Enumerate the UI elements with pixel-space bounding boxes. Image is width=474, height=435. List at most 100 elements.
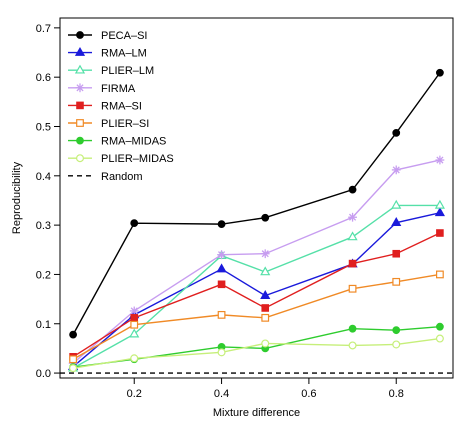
series-layer: [60, 68, 453, 374]
data-point: [76, 31, 84, 39]
series: [69, 270, 444, 364]
data-point: [436, 68, 444, 77]
x-tick-label: 0.4: [214, 388, 229, 400]
data-point: [76, 119, 84, 127]
data-point: [217, 348, 226, 357]
legend-label: PLIER–MIDAS: [101, 153, 174, 165]
data-point: [392, 277, 401, 286]
legend-entry: PECA–SI: [68, 30, 147, 42]
data-point: [130, 314, 139, 322]
data-point: [216, 263, 227, 273]
series: [69, 322, 444, 372]
legend-label: RMA–LM: [101, 48, 147, 60]
y-tick-label: 0.5: [36, 121, 51, 133]
data-point: [75, 83, 85, 93]
data-point: [391, 165, 401, 175]
data-point: [130, 320, 139, 329]
data-point: [261, 339, 270, 348]
data-point: [435, 334, 444, 343]
legend-entry: RMA–SI: [68, 100, 142, 112]
data-point: [260, 290, 271, 299]
legend-entry: PLIER–MIDAS: [68, 153, 174, 165]
data-point: [392, 326, 401, 335]
series-line: [72, 204, 440, 369]
data-point: [217, 220, 226, 229]
data-point: [69, 330, 77, 339]
y-tick-label: 0.7: [36, 23, 51, 35]
data-point: [217, 310, 226, 319]
data-point: [76, 136, 84, 145]
legend-label: PECA–SI: [101, 30, 147, 42]
data-point: [391, 199, 402, 209]
data-point: [75, 154, 84, 163]
data-point: [435, 155, 445, 165]
x-tick-label: 0.2: [127, 388, 142, 400]
data-point: [436, 322, 444, 331]
data-point: [261, 313, 270, 322]
y-tick-label: 0.1: [36, 319, 51, 331]
series: [69, 334, 444, 373]
data-point: [130, 219, 139, 228]
y-tick-label: 0.6: [36, 72, 51, 84]
series-line: [72, 159, 441, 364]
legend-entry: RMA–MIDAS: [68, 136, 166, 148]
legend-label: FIRMA: [101, 83, 136, 95]
series-line: [72, 212, 441, 368]
legend-entry: PLIER–SI: [68, 118, 149, 130]
data-point: [69, 364, 78, 373]
legend-label: RMA–MIDAS: [101, 136, 166, 148]
data-point: [348, 185, 357, 194]
legend-label: Random: [101, 171, 143, 183]
series-line: [72, 337, 440, 369]
legend-label: PLIER–LM: [101, 65, 154, 77]
data-point: [348, 212, 357, 222]
data-point: [348, 324, 357, 333]
data-point: [129, 306, 139, 316]
series: [69, 68, 444, 339]
data-point: [436, 270, 444, 279]
series: [69, 229, 444, 361]
data-point: [260, 249, 270, 259]
data-point: [348, 341, 357, 350]
data-point: [69, 355, 78, 364]
data-point: [392, 129, 401, 137]
y-tick-label: 0.4: [36, 171, 51, 183]
data-point: [76, 101, 84, 110]
data-point: [261, 213, 270, 222]
data-point: [261, 304, 270, 312]
data-point: [434, 199, 445, 209]
data-point: [74, 64, 86, 74]
y-tick-label: 0.3: [36, 220, 51, 232]
data-point: [391, 217, 402, 226]
data-point: [129, 328, 140, 338]
data-point: [347, 231, 358, 241]
legend-entry: RMA–LM: [68, 46, 147, 60]
y-axis-label: Reproducibility: [11, 161, 23, 234]
legend-entry: Random: [68, 171, 143, 183]
data-point: [130, 354, 139, 363]
data-point: [392, 249, 401, 258]
axes: 0.2 0.4 0.6 0.8 0.0 0.1 0.2 0.3 0.4 0.5 0.6 0.7: [36, 23, 404, 400]
legend-entry: FIRMA: [68, 83, 136, 95]
legend: PECA–SI RMA–LM PLIER–LM FIRMA RMA–SI PLIER–SI…: [68, 30, 174, 183]
y-tick-label: 0.2: [36, 269, 51, 281]
x-tick-label: 0.8: [389, 388, 404, 400]
plot-frame: [59, 17, 454, 379]
data-point: [348, 284, 357, 293]
x-tick-label: 0.6: [301, 388, 316, 400]
legend-entry: PLIER–LM: [68, 64, 154, 77]
data-point: [392, 340, 401, 349]
data-point: [217, 250, 226, 260]
data-point: [217, 280, 226, 289]
x-axis-label: Mixture difference: [213, 407, 300, 419]
series: [68, 155, 445, 368]
legend-label: PLIER–SI: [101, 118, 149, 130]
data-point: [260, 266, 271, 276]
data-point: [434, 207, 445, 217]
data-point: [348, 259, 357, 268]
legend-label: RMA–SI: [101, 100, 142, 112]
data-point: [436, 229, 444, 237]
y-tick-label: 0.0: [36, 368, 51, 380]
